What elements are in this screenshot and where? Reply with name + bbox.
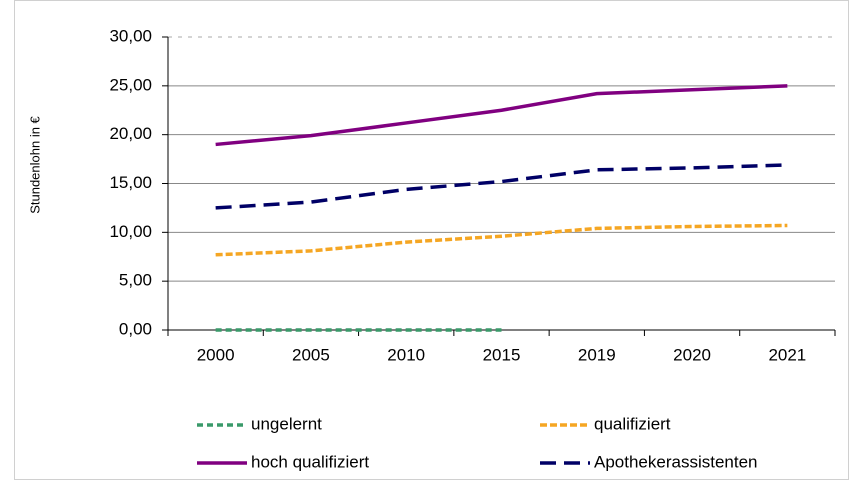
x-tick-label: 2000 <box>197 345 235 364</box>
y-tick-label: 30,00 <box>109 26 152 45</box>
x-tick-label: 2021 <box>768 345 806 364</box>
x-tick-label: 2010 <box>387 345 425 364</box>
legend-label: hoch qualifiziert <box>251 452 369 471</box>
legend-label: Apothekerassistenten <box>594 452 758 471</box>
y-tick-label: 10,00 <box>109 222 152 241</box>
y-tick-label: 15,00 <box>109 173 152 192</box>
y-axis-label: Stundenlohn in € <box>27 115 42 213</box>
y-tick-label: 25,00 <box>109 75 152 94</box>
legend-label: qualifiziert <box>594 414 671 433</box>
series-line <box>215 223 788 257</box>
x-tick-label: 2005 <box>292 345 330 364</box>
y-tick-label: 5,00 <box>119 271 152 290</box>
series-line <box>215 163 788 210</box>
x-tick-label: 2015 <box>483 345 521 364</box>
x-tick-label: 2019 <box>578 345 616 364</box>
y-tick-label: 20,00 <box>109 124 152 143</box>
series-line <box>215 84 788 147</box>
y-tick-label: 0,00 <box>119 319 152 338</box>
legend-label: ungelernt <box>251 414 322 433</box>
chart-frame <box>14 0 849 480</box>
x-tick-label: 2020 <box>673 345 711 364</box>
